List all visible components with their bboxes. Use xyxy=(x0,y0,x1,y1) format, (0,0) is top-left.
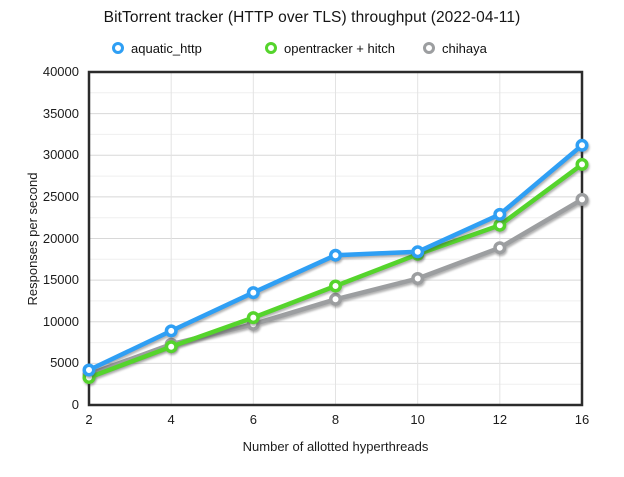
plot-area xyxy=(82,70,589,407)
data-point xyxy=(329,279,342,293)
data-point xyxy=(411,272,425,285)
data-point xyxy=(493,207,507,221)
y-tick-label: 40000 xyxy=(42,64,79,79)
chart-legend: aquatic_http opentracker + hitch chihaya xyxy=(0,40,624,58)
x-tick-label: 8 xyxy=(331,412,340,427)
donut-circle-icon xyxy=(112,42,124,54)
y-tick-label: 5000 xyxy=(50,355,79,371)
legend-label: opentracker + hitch xyxy=(284,40,395,56)
chart-title: BitTorrent tracker (HTTP over TLS) throu… xyxy=(103,9,521,26)
data-point xyxy=(575,138,589,152)
legend-label: aquatic_http xyxy=(131,40,202,56)
x-tick-label: 12 xyxy=(492,412,508,427)
series-aquatic-http xyxy=(82,138,589,377)
data-point xyxy=(575,192,589,206)
data-point xyxy=(246,286,260,300)
data-point xyxy=(411,245,425,259)
data-point xyxy=(329,292,342,306)
y-tick-label: 20000 xyxy=(42,230,79,246)
y-tick-label: 25000 xyxy=(42,188,79,204)
plot-border xyxy=(87,70,584,407)
legend-entry-opentracker-hitch: opentracker + hitch xyxy=(265,40,395,56)
data-point xyxy=(246,311,260,325)
x-tick-label: 2 xyxy=(85,412,93,427)
data-point xyxy=(329,248,342,262)
legend-entry-aquatic-http: aquatic_http xyxy=(112,40,202,56)
y-tick-label: 15000 xyxy=(42,272,79,288)
y-tick-label: 10000 xyxy=(42,313,79,329)
data-point xyxy=(493,241,507,255)
data-point xyxy=(575,157,589,171)
data-point xyxy=(164,324,178,338)
y-tick-label: 30000 xyxy=(42,147,79,163)
x-tick-label: 10 xyxy=(410,412,425,427)
donut-circle-icon xyxy=(423,42,435,54)
y-tick-label: 0 xyxy=(71,397,79,412)
data-point xyxy=(164,340,178,354)
x-tick-label: 4 xyxy=(167,412,175,427)
legend-entry-chihaya: chihaya xyxy=(423,40,487,56)
x-axis-title: Number of allotted hyperthreads xyxy=(242,439,429,454)
data-point xyxy=(82,363,96,377)
donut-circle-icon xyxy=(265,42,277,54)
legend-label: chihaya xyxy=(442,40,487,56)
data-point xyxy=(493,218,507,232)
x-tick-label: 6 xyxy=(249,412,257,427)
y-tick-label: 35000 xyxy=(42,105,79,121)
x-tick-label: 16 xyxy=(574,412,590,427)
